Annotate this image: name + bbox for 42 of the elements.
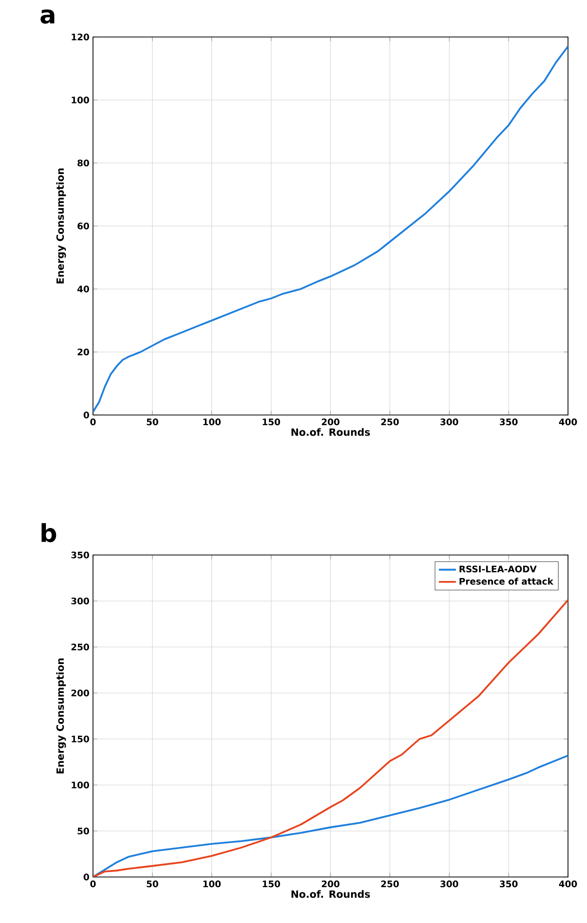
x-tick-label: 250	[381, 880, 399, 888]
x-tick-label: 150	[262, 880, 280, 888]
line-series	[93, 599, 568, 877]
y-tick-label: 100	[72, 782, 90, 788]
x-tick-label: 150	[262, 418, 280, 426]
x-tick-label: 400	[559, 418, 577, 426]
y-tick-label: 300	[71, 598, 90, 604]
x-tick-label: 350	[500, 880, 518, 888]
x-tick-label: 400	[559, 880, 577, 888]
x-tick-label: 350	[500, 418, 518, 426]
x-tick-label: 50	[146, 880, 158, 888]
y-tick-label: 80	[78, 160, 90, 166]
x-axis-title: No.of. Rounds	[292, 428, 370, 436]
y-tick-label: 350	[71, 552, 90, 558]
y-tick-label: 0	[84, 412, 90, 418]
y-tick-label: 150	[72, 736, 90, 742]
chart-title: a	[40, 9, 54, 24]
x-axis-title: No.of. Rounds	[292, 890, 370, 898]
legend-label: Presence of attack	[460, 578, 554, 585]
y-tick-label: 250	[71, 644, 90, 650]
x-tick-label: 200	[322, 418, 340, 426]
x-tick-label: 0	[90, 880, 96, 888]
y-axis-title: Energy Consumption	[56, 658, 66, 774]
y-tick-label: 50	[78, 828, 90, 834]
x-tick-label: 50	[146, 418, 158, 426]
x-tick-label: 200	[322, 880, 340, 888]
y-tick-label: 60	[78, 222, 90, 230]
chart-title: b	[42, 523, 56, 542]
x-tick-label: 100	[203, 418, 221, 426]
y-tick-label: 200	[71, 690, 90, 696]
y-tick-label: 20	[78, 348, 90, 356]
y-axis-title: Energy Consumption	[56, 168, 66, 284]
y-tick-label: 120	[72, 34, 90, 40]
x-tick-label: 100	[203, 880, 221, 888]
x-tick-label: 250	[381, 418, 399, 426]
y-tick-label: 100	[72, 96, 90, 104]
y-tick-label: 40	[77, 286, 90, 292]
y-tick-label: 0	[84, 874, 90, 880]
x-tick-label: 300	[440, 880, 458, 888]
x-tick-label: 300	[440, 418, 458, 426]
x-tick-label: 0	[90, 418, 96, 426]
legend-label: RSSI-LEA-AODV	[460, 566, 537, 572]
